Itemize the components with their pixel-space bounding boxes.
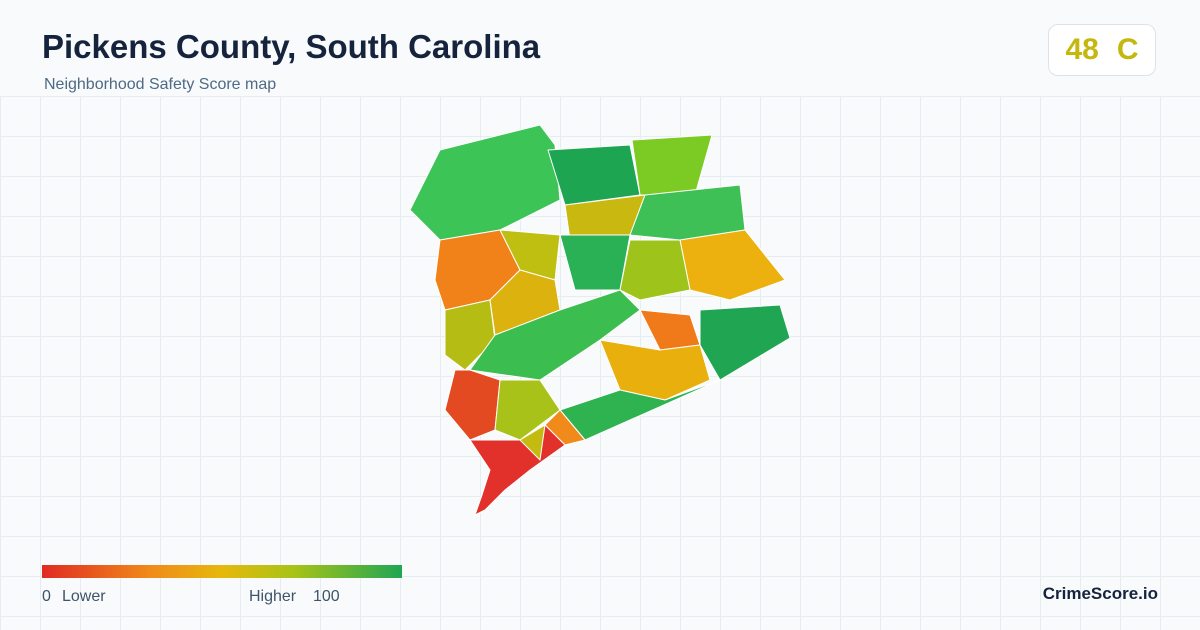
score: 48 xyxy=(1065,33,1099,66)
brand: CrimeScore.io xyxy=(1042,584,1158,603)
region xyxy=(631,134,713,196)
legend-min: 0 xyxy=(42,588,51,605)
subtitle: Neighborhood Safety Score map xyxy=(44,76,277,93)
region xyxy=(619,239,691,301)
region xyxy=(679,229,786,301)
region xyxy=(699,304,791,381)
region xyxy=(519,424,546,461)
grade: C xyxy=(1116,33,1139,66)
legend-gradient xyxy=(42,565,402,578)
score-badge: 48 C xyxy=(1048,24,1156,76)
region xyxy=(639,309,701,351)
legend-high-label: Higher xyxy=(249,588,297,605)
legend-low-label: Lower xyxy=(62,588,106,605)
region xyxy=(559,234,631,291)
title: Pickens County, South Carolina xyxy=(42,28,541,65)
region xyxy=(547,144,641,206)
region xyxy=(489,269,561,336)
region xyxy=(444,369,501,441)
region xyxy=(409,124,561,241)
region xyxy=(469,289,641,381)
region xyxy=(494,379,561,441)
legend-max: 100 xyxy=(313,588,340,605)
